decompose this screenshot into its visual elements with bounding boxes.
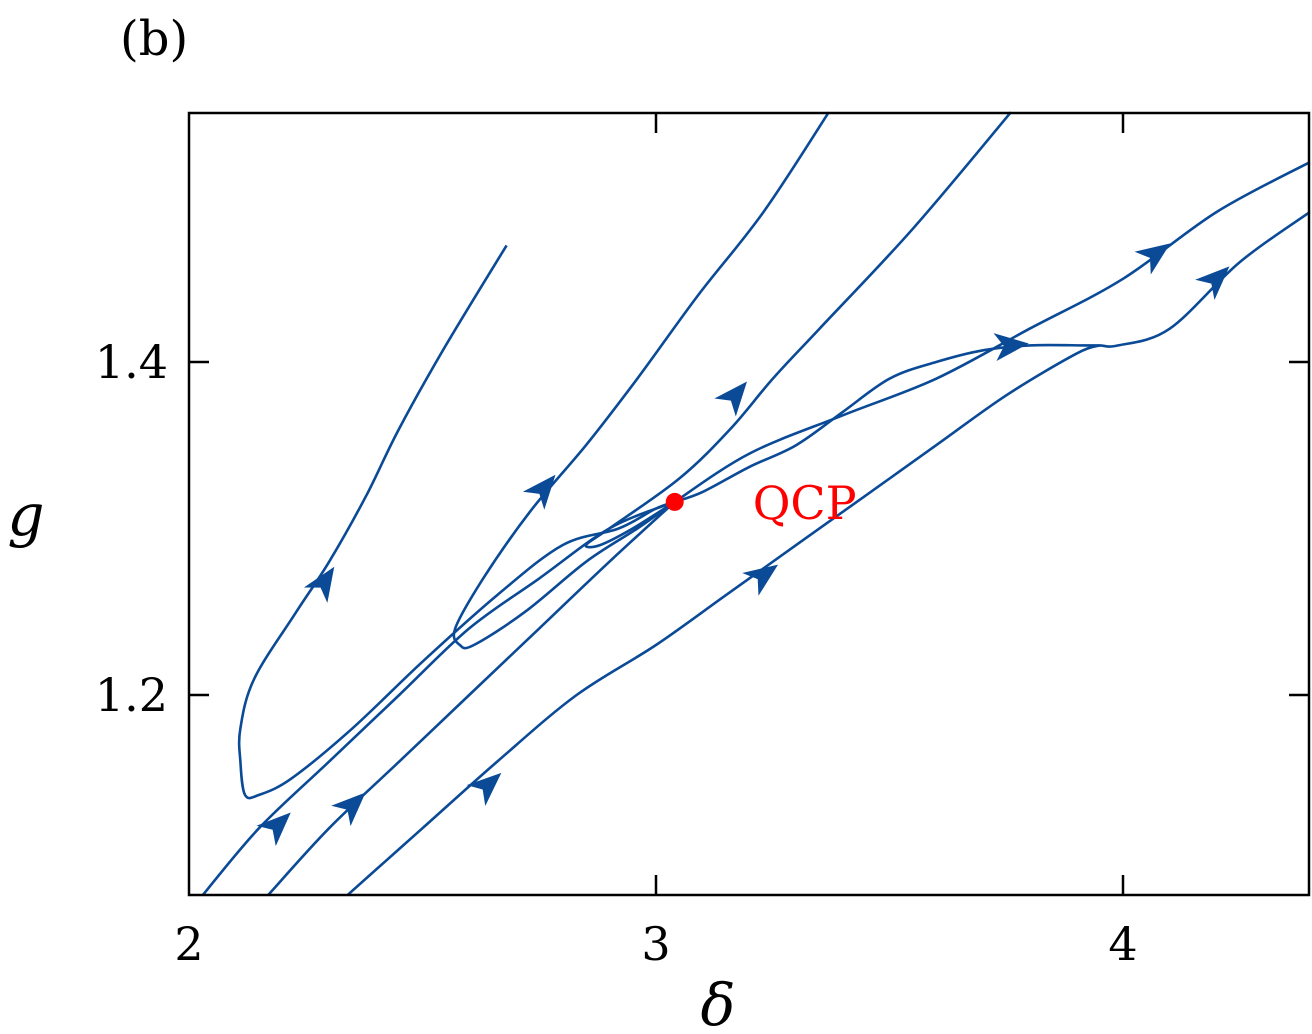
flow-line-2 bbox=[452, 111, 830, 650]
flow-line-8 bbox=[346, 344, 1101, 896]
qcp-marker bbox=[665, 492, 684, 511]
flow-arrow-5-2 bbox=[993, 333, 1029, 362]
x-tick-label-3: 3 bbox=[641, 917, 670, 971]
axis-ticks bbox=[189, 113, 1309, 895]
flow-arrow-6-1 bbox=[256, 812, 291, 847]
flow-arrow-5-1 bbox=[1195, 266, 1230, 300]
flow-arrow-8-2 bbox=[742, 564, 779, 596]
flow-arrows bbox=[256, 243, 1230, 847]
panel-label: (b) bbox=[120, 11, 188, 67]
flow-line-4 bbox=[673, 161, 1311, 503]
flow-arrow-8-1 bbox=[466, 772, 502, 806]
y-tick-label-1.2: 1.2 bbox=[95, 668, 168, 722]
flow-arrow-2-1 bbox=[522, 474, 556, 510]
tick-labels: 2 3 4 1.2 1.4 bbox=[95, 335, 1138, 971]
flow-line-3 bbox=[584, 111, 1012, 549]
y-axis-label: g bbox=[7, 481, 44, 549]
x-axis-label: δ bbox=[701, 971, 736, 1034]
flow-arrow-7-1 bbox=[331, 792, 366, 827]
x-tick-label-2: 2 bbox=[174, 917, 203, 971]
qcp-label: QCP bbox=[753, 476, 857, 530]
flow-lines bbox=[202, 111, 1311, 896]
flow-arrow-1-1 bbox=[303, 566, 335, 603]
y-tick-label-1.4: 1.4 bbox=[95, 335, 168, 389]
flow-line-5 bbox=[674, 211, 1311, 504]
flow-arrow-3-1 bbox=[714, 381, 747, 417]
flow-arrow-4-1 bbox=[1134, 243, 1171, 275]
flow-line-6 bbox=[202, 500, 676, 896]
flow-line-7 bbox=[267, 500, 676, 896]
x-tick-label-4: 4 bbox=[1108, 917, 1137, 971]
flow-line-1 bbox=[237, 244, 676, 800]
plot-frame bbox=[187, 111, 1311, 897]
